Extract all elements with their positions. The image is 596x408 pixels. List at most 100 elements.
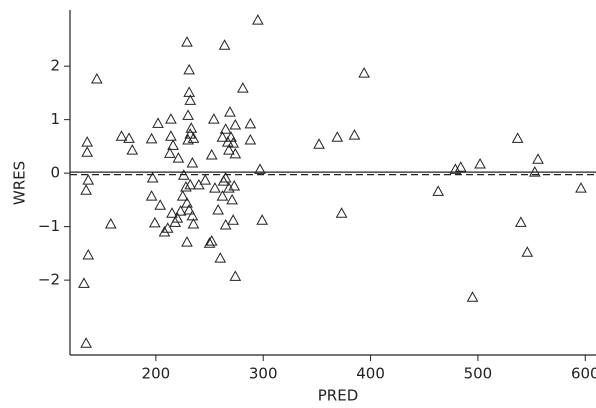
x-tick-label: 200 bbox=[142, 365, 171, 383]
point bbox=[532, 153, 544, 164]
point bbox=[528, 166, 541, 177]
point bbox=[81, 146, 94, 157]
point bbox=[115, 130, 128, 141]
point bbox=[244, 133, 257, 145]
point bbox=[187, 217, 200, 229]
point bbox=[466, 291, 479, 302]
point bbox=[172, 152, 185, 163]
point bbox=[254, 163, 266, 174]
point bbox=[575, 182, 587, 193]
point bbox=[146, 171, 159, 183]
point bbox=[244, 117, 257, 129]
point bbox=[331, 131, 344, 142]
point bbox=[252, 14, 264, 25]
x-axis-label: PRED bbox=[318, 387, 359, 405]
point bbox=[184, 178, 197, 190]
point bbox=[145, 132, 158, 144]
point bbox=[449, 163, 462, 174]
point bbox=[158, 225, 171, 237]
point bbox=[207, 113, 220, 124]
point bbox=[224, 106, 236, 117]
point bbox=[219, 171, 232, 183]
point bbox=[226, 193, 238, 205]
point bbox=[182, 109, 194, 120]
point bbox=[521, 246, 534, 257]
point bbox=[180, 181, 192, 192]
point bbox=[432, 185, 445, 196]
y-tick-label: 0 bbox=[50, 164, 60, 182]
point bbox=[181, 197, 193, 208]
x-tick-label: 500 bbox=[464, 365, 493, 383]
point bbox=[219, 123, 232, 134]
point bbox=[167, 139, 179, 150]
point bbox=[183, 63, 196, 75]
point bbox=[123, 132, 135, 143]
point bbox=[181, 36, 193, 47]
point bbox=[174, 205, 187, 216]
x-tick-label: 300 bbox=[249, 365, 278, 383]
point bbox=[82, 248, 95, 260]
point bbox=[183, 204, 196, 215]
point bbox=[80, 337, 92, 348]
x-tick-label: 400 bbox=[356, 365, 385, 383]
point bbox=[148, 216, 161, 228]
point bbox=[218, 39, 231, 50]
point bbox=[187, 132, 200, 143]
point bbox=[126, 144, 139, 155]
point bbox=[474, 158, 486, 169]
y-axis-label: WRES bbox=[11, 161, 29, 205]
point bbox=[78, 277, 90, 288]
point bbox=[166, 207, 178, 218]
point bbox=[145, 190, 158, 201]
point bbox=[227, 137, 240, 148]
point bbox=[176, 190, 189, 201]
y-tick-label: −1 bbox=[38, 217, 60, 235]
point bbox=[165, 130, 177, 141]
x-tick-label: 600 bbox=[571, 365, 596, 383]
point bbox=[80, 184, 92, 195]
point bbox=[90, 72, 103, 84]
point bbox=[205, 148, 218, 160]
point bbox=[515, 216, 527, 227]
point bbox=[229, 270, 242, 281]
point bbox=[199, 174, 212, 185]
point bbox=[205, 235, 218, 246]
point bbox=[313, 138, 325, 149]
point bbox=[212, 204, 224, 215]
point bbox=[216, 131, 229, 142]
point bbox=[184, 94, 197, 105]
point bbox=[511, 132, 524, 143]
point bbox=[454, 161, 467, 172]
point bbox=[104, 217, 117, 229]
point bbox=[154, 199, 167, 210]
point bbox=[209, 182, 221, 193]
point bbox=[186, 209, 199, 221]
point bbox=[228, 179, 241, 191]
point bbox=[183, 86, 196, 97]
y-tick-label: 2 bbox=[50, 57, 60, 75]
point bbox=[152, 117, 164, 128]
point bbox=[358, 67, 370, 78]
point bbox=[171, 212, 184, 223]
point bbox=[185, 122, 198, 133]
point bbox=[181, 236, 193, 247]
point bbox=[161, 222, 174, 233]
point bbox=[227, 214, 240, 225]
point bbox=[82, 174, 95, 185]
point bbox=[177, 169, 190, 180]
point bbox=[214, 252, 227, 263]
point bbox=[335, 207, 348, 218]
point bbox=[229, 118, 242, 130]
point bbox=[184, 128, 197, 139]
point bbox=[256, 214, 269, 225]
point bbox=[165, 113, 177, 124]
point bbox=[229, 147, 242, 159]
y-tick-label: 1 bbox=[50, 110, 60, 128]
point bbox=[223, 182, 235, 193]
point bbox=[163, 147, 176, 158]
y-tick-label: −2 bbox=[38, 271, 60, 289]
point bbox=[81, 136, 94, 147]
point bbox=[223, 144, 235, 155]
point bbox=[348, 129, 361, 140]
